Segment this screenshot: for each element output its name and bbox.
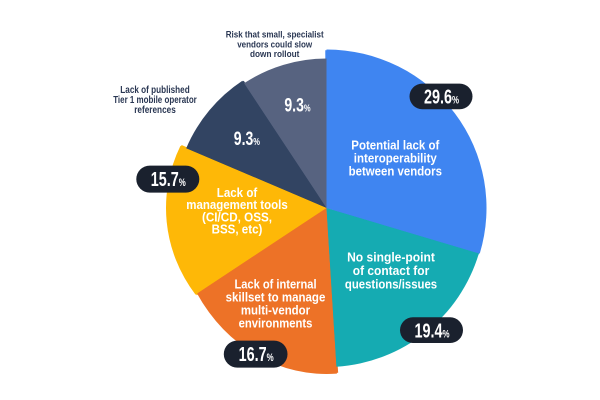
svg-text:29.6%: 29.6% bbox=[424, 85, 459, 108]
svg-text:BSS, etc): BSS, etc) bbox=[212, 222, 263, 237]
svg-text:references: references bbox=[134, 105, 176, 116]
svg-text:vendors could slow: vendors could slow bbox=[237, 39, 313, 50]
svg-text:between vendors: between vendors bbox=[349, 164, 442, 179]
svg-text:Potential lack of: Potential lack of bbox=[351, 138, 440, 153]
svg-text:Lack of: Lack of bbox=[217, 185, 258, 200]
svg-text:down rollout: down rollout bbox=[250, 49, 300, 60]
svg-text:16.7%: 16.7% bbox=[239, 343, 274, 366]
svg-text:19.4%: 19.4% bbox=[414, 319, 449, 342]
svg-text:environments: environments bbox=[239, 316, 313, 331]
svg-text:of contact for: of contact for bbox=[353, 263, 430, 278]
svg-text:Lack of published: Lack of published bbox=[120, 85, 189, 96]
svg-text:interoperability: interoperability bbox=[354, 151, 438, 166]
svg-text:Risk that small, specialist: Risk that small, specialist bbox=[226, 30, 325, 41]
svg-text:skillset to manage: skillset to manage bbox=[226, 289, 326, 304]
svg-text:No single-point: No single-point bbox=[347, 250, 435, 265]
svg-text:management tools: management tools bbox=[186, 197, 288, 212]
svg-text:Tier 1 mobile operator: Tier 1 mobile operator bbox=[113, 95, 197, 106]
svg-text:15.7%: 15.7% bbox=[151, 168, 186, 191]
svg-text:Lack of internal: Lack of internal bbox=[234, 276, 316, 291]
svg-text:multi-vendor: multi-vendor bbox=[241, 302, 310, 317]
svg-text:(CI/CD, OSS,: (CI/CD, OSS, bbox=[202, 210, 272, 225]
svg-text:questions/issues: questions/issues bbox=[345, 277, 437, 292]
